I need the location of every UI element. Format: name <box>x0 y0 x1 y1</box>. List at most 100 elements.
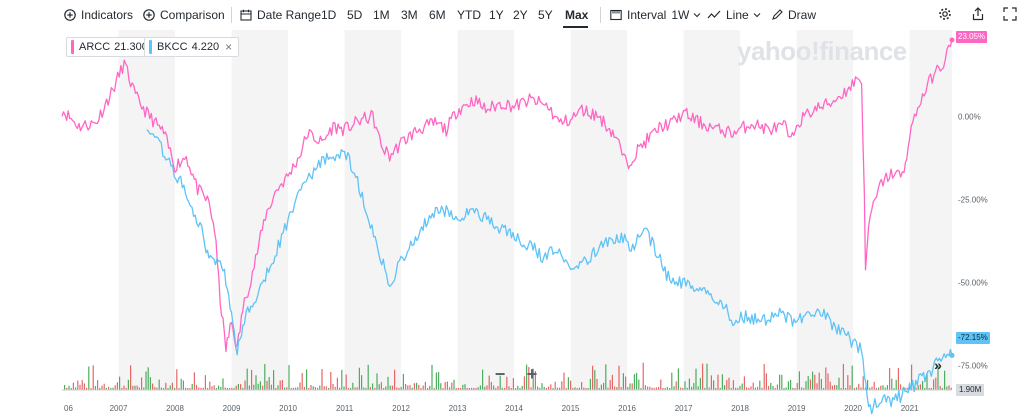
volume-bar <box>889 368 891 390</box>
volume-bar <box>891 378 893 390</box>
range-5d-button[interactable]: 5D <box>347 8 363 22</box>
remove-bkcc-close-icon[interactable]: × <box>225 40 233 54</box>
settings-button[interactable] <box>938 7 952 24</box>
volume-bar <box>737 387 739 390</box>
fullscreen-button[interactable] <box>1003 7 1017 24</box>
volume-bar <box>878 387 880 390</box>
volume-bar <box>719 387 721 390</box>
x-tick-label: 2012 <box>392 404 410 413</box>
interval-dropdown[interactable]: Interval 1W <box>610 8 701 22</box>
range-5y-button[interactable]: 5Y <box>538 8 553 22</box>
volume-bar <box>796 382 798 390</box>
volume-bar <box>825 367 827 390</box>
volume-bar <box>112 387 114 390</box>
y-tick-label: -50.00% <box>958 278 988 287</box>
year-band <box>231 30 289 390</box>
volume-bar <box>818 372 820 390</box>
volume-bar <box>882 385 884 390</box>
volume-bar <box>303 386 305 390</box>
bkcc-color-swatch <box>149 40 152 54</box>
volume-bar <box>761 387 763 390</box>
volume-bar <box>264 364 266 390</box>
range-6m-button[interactable]: 6M <box>429 8 446 22</box>
volume-bar <box>583 387 585 390</box>
volume-bar <box>149 377 151 390</box>
volume-bar <box>598 387 600 390</box>
volume-bar <box>688 378 690 390</box>
range-3m-button[interactable]: 3M <box>401 8 418 22</box>
volume-bar <box>933 379 935 390</box>
volume-bar <box>154 387 156 390</box>
volume-bar <box>372 383 374 390</box>
zoom-in-button[interactable]: + <box>526 364 538 384</box>
x-tick-label: 06 <box>64 404 73 413</box>
plus-circle-icon <box>64 9 76 21</box>
chart-area[interactable]: 0.00% -25.00% -50.00% -75.00% 06 2007 2008 2009… <box>0 30 1024 419</box>
volume-bar <box>900 384 902 390</box>
volume-bar <box>710 375 712 390</box>
range-1d-button[interactable]: 1D <box>321 8 337 22</box>
volume-bar <box>490 381 492 390</box>
volume-bar <box>867 379 869 390</box>
range-1y-button[interactable]: 1Y <box>489 8 504 22</box>
volume-bar <box>906 387 908 390</box>
volume-bar <box>310 385 312 390</box>
volume-bar <box>446 381 448 390</box>
share-button[interactable] <box>972 7 984 24</box>
volume-bar <box>618 365 620 390</box>
chart-type-label: Line <box>726 8 749 22</box>
date-range-button[interactable]: Date Range <box>240 8 321 22</box>
volume-bar <box>935 377 937 390</box>
y-tick-label: -75.00% <box>958 361 988 370</box>
volume-bar <box>453 379 455 390</box>
volume-bar <box>411 387 413 390</box>
range-max-button[interactable]: Max <box>565 8 589 22</box>
volume-bar <box>631 383 633 390</box>
last-point-bkcc <box>949 352 955 358</box>
x-tick-label: 2018 <box>731 404 749 413</box>
volume-bar <box>911 364 913 390</box>
interval-value: 1W <box>671 8 690 22</box>
range-2y-button[interactable]: 2Y <box>513 8 528 22</box>
volume-bar <box>495 387 497 390</box>
volume-bar <box>226 387 228 390</box>
volume-bar <box>451 382 453 390</box>
range-ytd-button[interactable]: YTD <box>457 8 481 22</box>
date-range-label: Date Range <box>257 8 322 22</box>
scroll-to-latest-chevron-icon[interactable]: » <box>934 357 942 373</box>
volume-bar <box>323 386 325 390</box>
legend-bkcc[interactable]: BKCC 4.220 × <box>144 37 240 57</box>
draw-button[interactable]: Draw <box>771 8 816 22</box>
volume-bar <box>523 376 525 390</box>
volume-bar <box>211 386 213 390</box>
volume-bar <box>834 384 836 390</box>
range-1m-button[interactable]: 1M <box>373 8 390 22</box>
volume-bar <box>860 387 862 390</box>
volume-bar <box>570 380 572 390</box>
price-comparison-chart[interactable]: 0.00% -25.00% -50.00% -75.00% 06 2007 2008 2009… <box>0 30 1024 419</box>
volume-bar <box>772 385 774 390</box>
volume-bar <box>862 376 864 390</box>
volume-bar <box>321 369 323 390</box>
x-tick-label: 2007 <box>110 404 128 413</box>
volume-bar <box>924 387 926 390</box>
legend-arcc[interactable]: ARCC 21.300 <box>66 37 155 57</box>
comparison-button[interactable]: Comparison <box>143 8 225 22</box>
zoom-out-button[interactable]: − <box>494 364 506 384</box>
volume-bar <box>532 368 534 390</box>
volume-bar <box>94 386 96 390</box>
volume-bar <box>708 387 710 390</box>
volume-bar <box>345 374 347 390</box>
volume-bar <box>790 379 792 390</box>
year-band <box>344 30 402 390</box>
chart-type-dropdown[interactable]: Line <box>707 8 761 22</box>
indicators-button[interactable]: Indicators <box>64 8 133 22</box>
volume-bar <box>429 385 431 390</box>
volume-bar <box>422 385 424 390</box>
volume-bar <box>424 381 426 390</box>
volume-bar <box>457 387 459 390</box>
volume-bar <box>460 387 462 390</box>
volume-bar <box>735 387 737 390</box>
volume-bar <box>462 384 464 390</box>
volume-bar <box>647 386 649 390</box>
